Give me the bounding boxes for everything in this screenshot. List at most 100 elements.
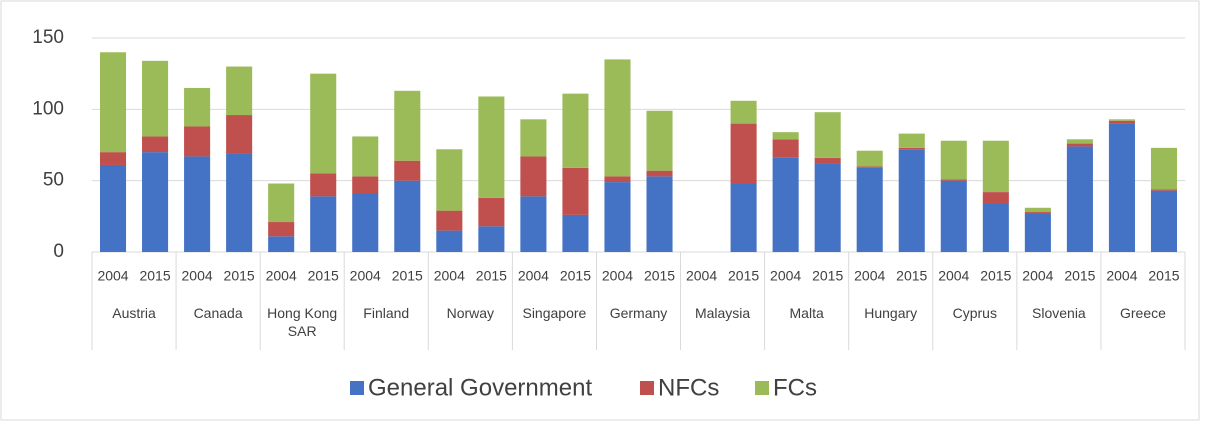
bar-segment <box>982 140 1009 193</box>
bar-segment <box>268 183 295 223</box>
y-tick-label: 100 <box>32 98 64 119</box>
bar-segment <box>814 157 841 164</box>
y-tick-label: 150 <box>32 27 64 48</box>
group-label: Cyprus <box>952 305 997 321</box>
legend-label: General Government <box>368 374 592 401</box>
x-tick-label: 2004 <box>518 268 549 284</box>
x-tick-label: 2004 <box>266 268 297 284</box>
group-label: Greece <box>1119 305 1166 321</box>
legend-label: FCs <box>773 374 817 401</box>
bar-segment <box>982 203 1009 252</box>
bar-segment <box>268 236 295 252</box>
bar-segment <box>1024 213 1051 252</box>
bar-segment <box>352 193 379 252</box>
bar-segment <box>1024 207 1051 213</box>
bar-segment <box>352 176 379 194</box>
x-tick-label: 2004 <box>182 268 213 284</box>
bar-segment <box>772 157 799 252</box>
bar-segment <box>940 179 967 181</box>
bar-segment <box>730 183 757 252</box>
legend-swatch <box>350 381 364 395</box>
bar-segment <box>142 60 169 137</box>
group-label: Hong Kong SAR <box>267 305 338 339</box>
x-tick-label: 2004 <box>1106 268 1137 284</box>
group-label: Malaysia <box>694 305 751 321</box>
chart-border <box>0 0 1200 421</box>
bar-segment <box>646 170 673 177</box>
bar-segment <box>730 123 757 184</box>
group-label: Norway <box>446 305 495 321</box>
bar-segment <box>520 156 547 197</box>
x-tick-label: 2015 <box>392 268 423 284</box>
bar-segment <box>520 196 547 252</box>
bar-segment <box>604 176 631 183</box>
bar-segment <box>562 93 589 168</box>
x-tick-label: 2015 <box>224 268 255 284</box>
bar-segment <box>898 147 925 150</box>
bar-segment <box>520 119 547 157</box>
group-label: Canada <box>193 305 243 321</box>
bar-segment <box>982 192 1009 204</box>
group-label: Germany <box>609 305 668 321</box>
bar-segment <box>646 176 673 252</box>
legend-swatch <box>640 381 654 395</box>
legend-label: NFCs <box>658 374 719 401</box>
bar-segment <box>772 139 799 158</box>
bar-segment <box>394 160 421 181</box>
bar-segment <box>142 136 169 153</box>
bar-segment <box>310 196 337 252</box>
bar-segment <box>142 152 169 252</box>
x-tick-label: 2015 <box>896 268 927 284</box>
bar-segment <box>478 96 505 198</box>
bar-segment <box>604 182 631 252</box>
bar-segment <box>730 100 757 124</box>
bar-segment <box>562 214 589 252</box>
bar-segment <box>1108 120 1135 124</box>
x-tick-label: 2004 <box>1022 268 1053 284</box>
bar-segment <box>436 210 463 231</box>
x-tick-label: 2004 <box>97 268 128 284</box>
x-tick-label: 2004 <box>938 268 969 284</box>
bar-segment <box>646 110 673 171</box>
group-label: Austria <box>112 305 156 321</box>
bar-segment <box>898 149 925 252</box>
group-label: Finland <box>363 305 410 321</box>
x-tick-label: 2015 <box>560 268 591 284</box>
x-tick-label: 2015 <box>139 268 170 284</box>
x-tick-label: 2004 <box>602 268 633 284</box>
bar-segment <box>184 126 211 157</box>
bar-segment <box>184 87 211 127</box>
bar-segment <box>184 156 211 252</box>
x-tick-label: 2004 <box>434 268 465 284</box>
x-tick-label: 2015 <box>1148 268 1179 284</box>
bar-segment <box>436 230 463 252</box>
bar-segment <box>99 152 127 165</box>
bar-segment <box>310 173 337 197</box>
bar-segment <box>940 140 967 180</box>
y-tick-label: 50 <box>43 170 64 191</box>
bar-segment <box>394 180 421 252</box>
bar-segment <box>226 66 253 116</box>
bar-segment <box>1066 139 1093 144</box>
bar-segment <box>99 164 127 252</box>
x-tick-label: 2015 <box>476 268 507 284</box>
bar-segment <box>772 132 799 140</box>
bar-segment <box>478 197 505 227</box>
bar-segment <box>856 167 883 252</box>
bar-segment <box>1066 146 1093 252</box>
group-label: Malta <box>789 305 824 321</box>
bar-segment <box>394 90 421 161</box>
bar-segment <box>352 136 379 177</box>
bar-segment <box>1066 143 1093 147</box>
bar-segment <box>478 226 505 252</box>
x-tick-label: 2015 <box>812 268 843 284</box>
bar-segment <box>226 153 253 252</box>
bar-segment <box>268 222 295 237</box>
x-tick-label: 2015 <box>980 268 1011 284</box>
x-tick-label: 2004 <box>686 268 717 284</box>
x-tick-label: 2004 <box>350 268 381 284</box>
x-tick-label: 2015 <box>728 268 759 284</box>
bar-segment <box>1150 147 1178 190</box>
